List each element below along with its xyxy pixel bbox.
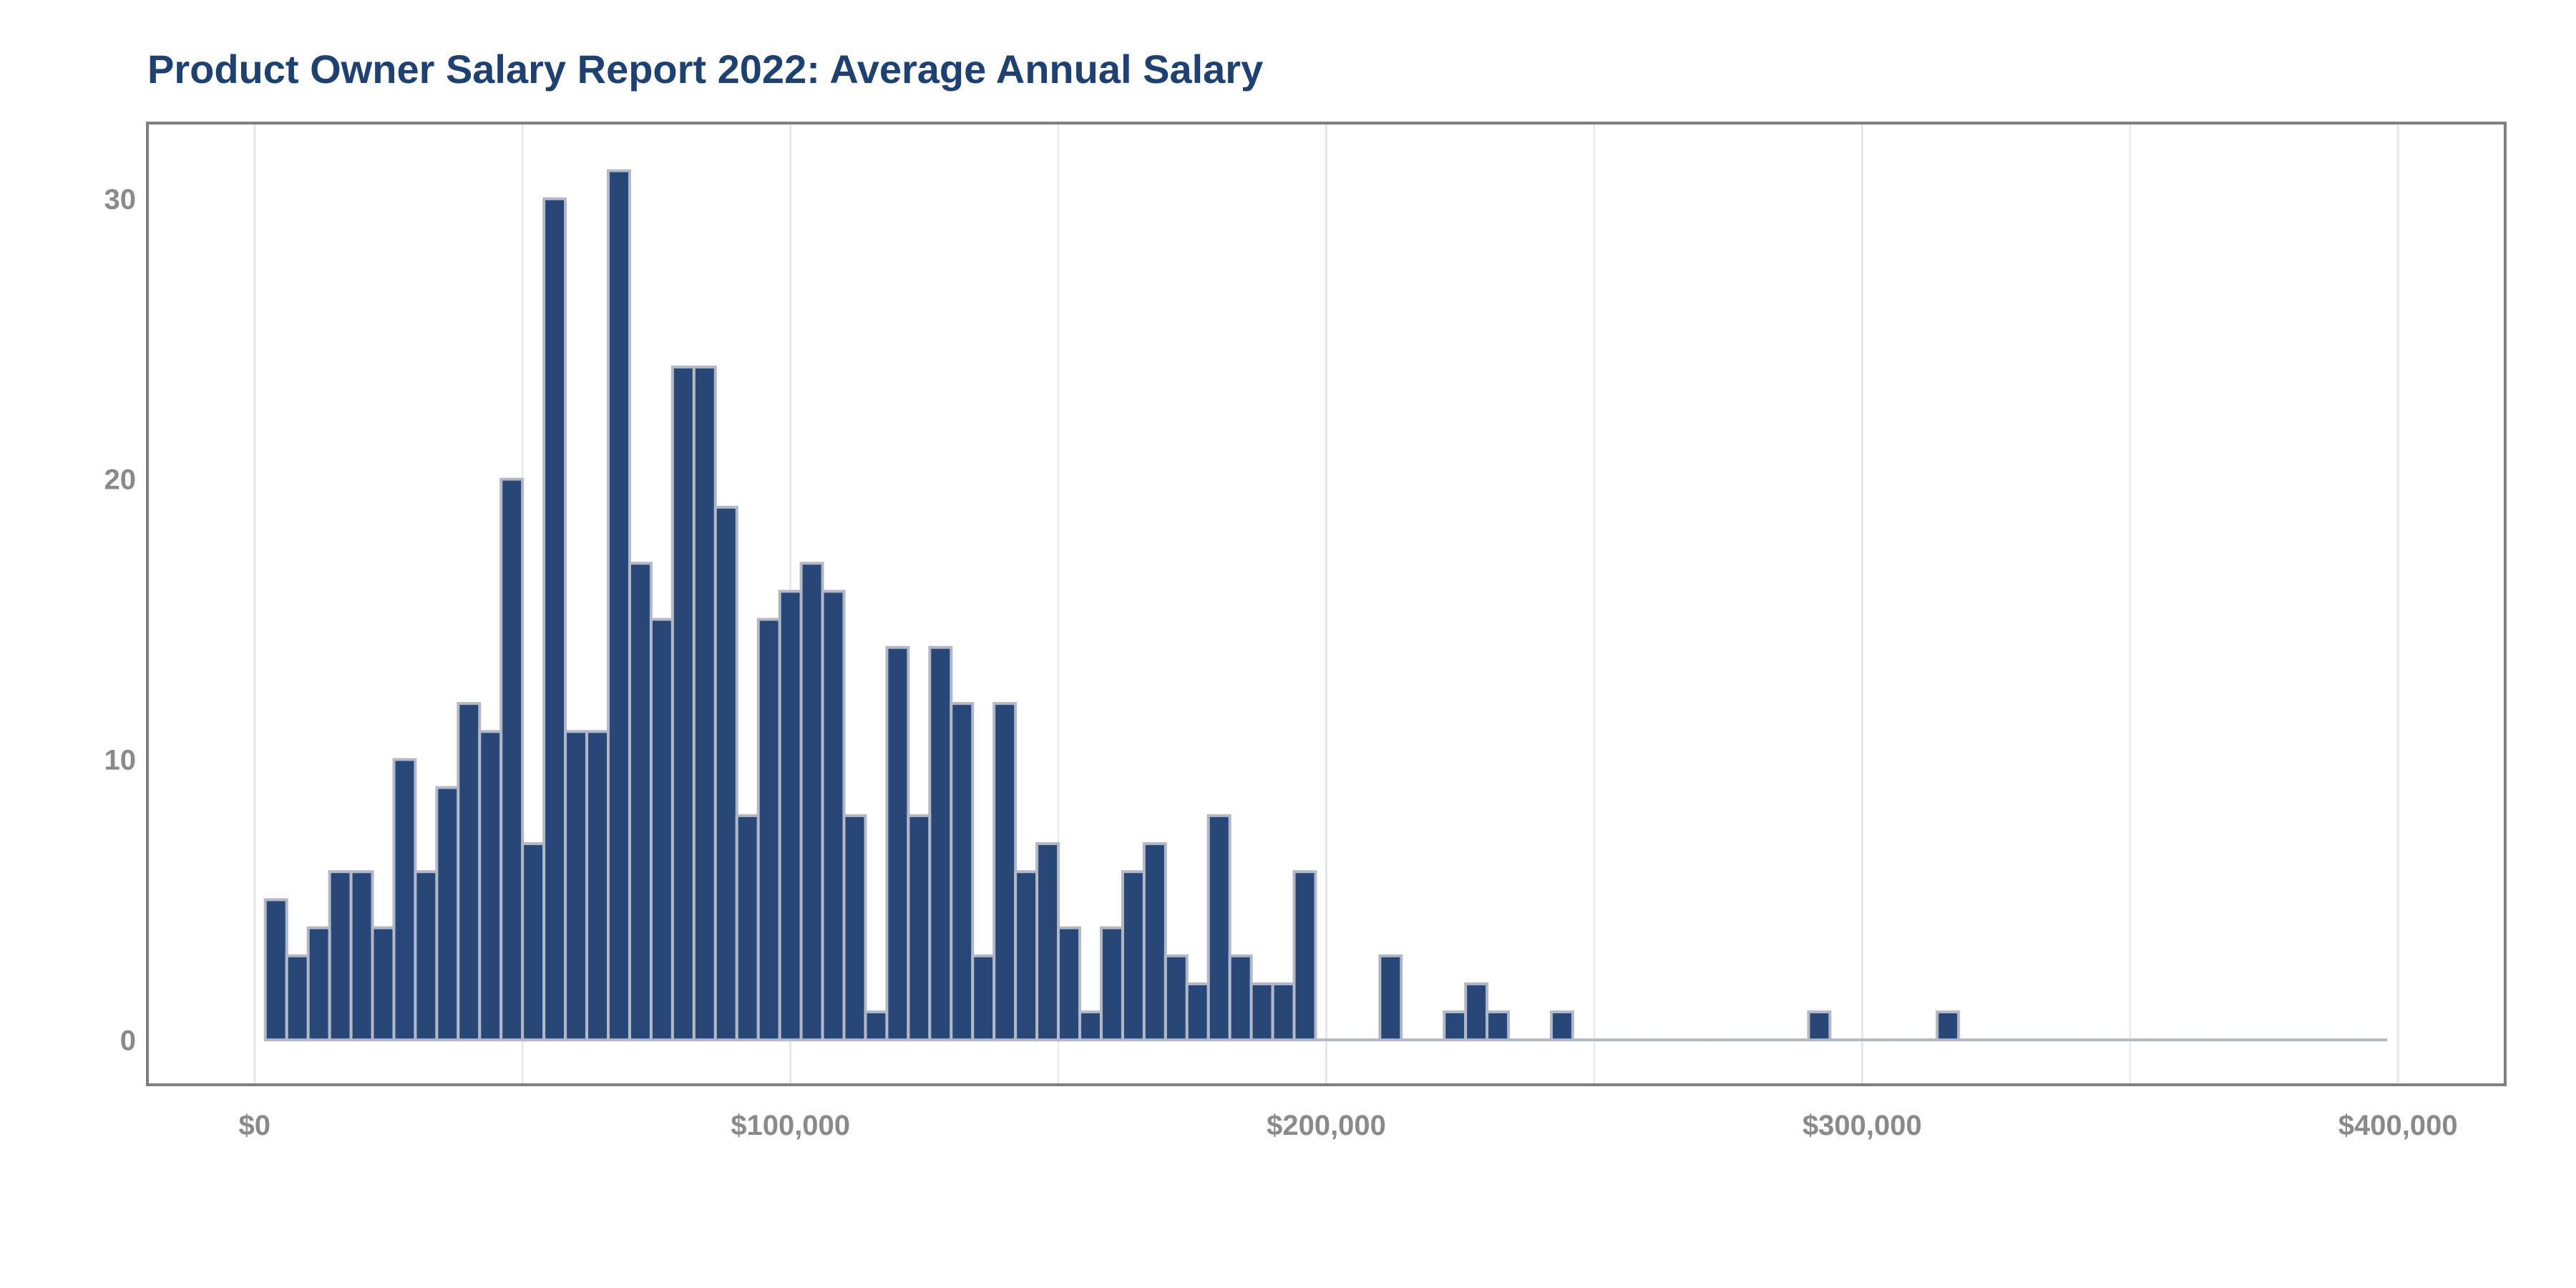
histogram-bar — [1035, 842, 1060, 1042]
histogram-bar — [1228, 954, 1253, 1042]
histogram-bar — [692, 365, 717, 1042]
histogram-bar — [392, 758, 417, 1042]
histogram-bar — [864, 1010, 889, 1042]
histogram-bar — [971, 954, 996, 1042]
chart-title: Product Owner Salary Report 2022: Averag… — [147, 47, 1264, 92]
histogram-bar — [585, 730, 610, 1042]
histogram-bar — [371, 926, 396, 1042]
plot-frame — [146, 122, 2507, 1086]
histogram-bar — [1936, 1010, 1961, 1042]
histogram-bar — [478, 730, 503, 1042]
histogram-bar — [799, 562, 824, 1042]
histogram-bar — [1057, 926, 1082, 1042]
y-tick-label: 30 — [104, 184, 137, 215]
histogram-bar — [414, 870, 439, 1042]
histogram-bar — [542, 197, 567, 1042]
x-tick-label: $200,000 — [1267, 1110, 1386, 1141]
histogram-bar — [1485, 1010, 1511, 1042]
histogram-bars — [263, 169, 2388, 1042]
histogram-bar — [992, 702, 1018, 1042]
histogram-bar — [907, 814, 932, 1042]
histogram-bar — [457, 702, 482, 1042]
histogram-bar — [1142, 842, 1167, 1042]
x-tick-label: $100,000 — [731, 1110, 850, 1141]
histogram-bar — [499, 477, 525, 1042]
histogram-bar — [1249, 982, 1274, 1042]
histogram-bar — [649, 618, 674, 1042]
histogram-bar — [628, 562, 653, 1042]
histogram-bar — [564, 730, 589, 1042]
histogram-bar — [928, 645, 953, 1042]
histogram-bar — [349, 870, 374, 1042]
histogram-bar — [950, 702, 975, 1042]
histogram-bar — [1206, 814, 1231, 1042]
histogram-bar — [713, 505, 738, 1042]
y-axis-tick-labels: 0 10 20 30 — [104, 184, 137, 1057]
histogram-bar — [1378, 954, 1403, 1042]
histogram-bar — [778, 590, 803, 1042]
histogram-bar — [263, 898, 288, 1042]
histogram-bar — [756, 618, 781, 1042]
x-tick-label: $400,000 — [2338, 1110, 2458, 1141]
histogram-bar — [842, 814, 867, 1042]
histogram-bar — [1014, 870, 1039, 1042]
histogram-bar — [285, 954, 310, 1042]
histogram-bar — [1464, 982, 1489, 1042]
histogram-bar — [607, 169, 631, 1042]
histogram-bar — [1292, 870, 1317, 1042]
histogram-bar — [435, 786, 460, 1042]
histogram-bar — [1443, 1010, 1468, 1042]
x-tick-label: $0 — [239, 1110, 271, 1141]
y-tick-label: 10 — [104, 744, 137, 776]
histogram-bar — [521, 842, 546, 1042]
x-tick-label: $300,000 — [1802, 1110, 1922, 1141]
histogram-bar — [1078, 1010, 1103, 1042]
histogram-bar — [1550, 1010, 1574, 1042]
histogram-bar — [1271, 982, 1296, 1042]
histogram-bar — [1807, 1010, 1832, 1042]
histogram-bar — [1121, 870, 1146, 1042]
histogram-bar — [328, 870, 353, 1042]
histogram-bar — [885, 645, 910, 1042]
histogram-bar — [821, 590, 846, 1042]
y-tick-label: 0 — [120, 1025, 136, 1056]
histogram-bar — [1163, 954, 1189, 1042]
y-tick-label: 20 — [104, 464, 137, 496]
histogram-bar — [735, 814, 760, 1042]
histogram-bar — [306, 926, 331, 1042]
histogram-bar — [670, 365, 696, 1042]
x-axis-tick-labels: $0 $100,000 $200,000 $300,000 $400,000 — [239, 1110, 2458, 1141]
histogram-bar — [1099, 926, 1124, 1042]
histogram-bar — [1185, 982, 1210, 1042]
